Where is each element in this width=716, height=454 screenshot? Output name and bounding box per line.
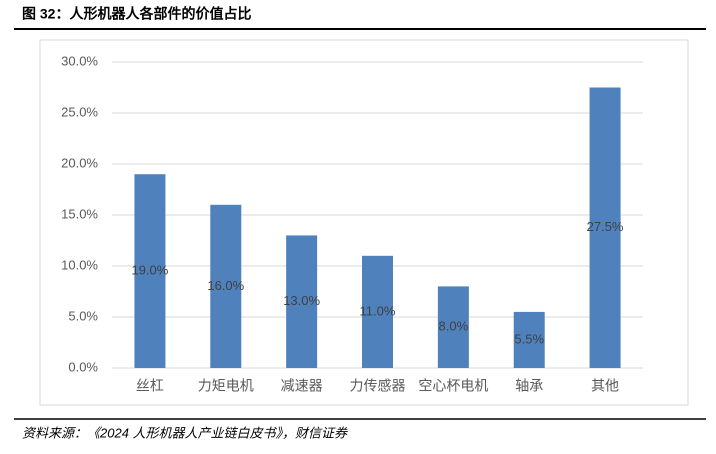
x-tick-label: 力矩电机: [198, 378, 254, 394]
data-label: 13.0%: [283, 293, 320, 308]
data-label: 19.0%: [131, 263, 168, 278]
chart-title: 图 32：人形机器人各部件的价值占比: [22, 6, 251, 22]
source-note: 资料来源：《2024 人形机器人产业链白皮书》，财信证券: [22, 425, 348, 440]
y-tick-label: 15.0%: [61, 206, 98, 221]
y-tick-label: 5.0%: [68, 308, 98, 323]
chart-frame: [39, 39, 689, 406]
data-label: 5.5%: [514, 331, 544, 346]
bar: [286, 235, 318, 368]
bar: [589, 87, 621, 368]
y-tick-label: 30.0%: [61, 53, 98, 68]
bar: [134, 174, 166, 368]
y-tick-label: 10.0%: [61, 257, 98, 272]
bar: [513, 311, 545, 368]
bar: [362, 255, 393, 368]
y-tick-label: 20.0%: [61, 155, 98, 170]
data-label: 8.0%: [439, 319, 469, 334]
x-tick-label: 丝杠: [136, 378, 164, 394]
x-tick-label: 轴承: [515, 378, 543, 394]
bar: [210, 204, 242, 368]
x-tick-label: 力传感器: [350, 378, 406, 394]
data-label: 16.0%: [207, 278, 244, 293]
bar: [437, 286, 469, 368]
y-tick-label: 25.0%: [61, 104, 98, 119]
data-label: 11.0%: [360, 303, 396, 318]
data-label: 27.5%: [587, 219, 624, 234]
x-tick-label: 其他: [591, 378, 619, 394]
x-tick-label: 空心杯电机: [418, 378, 488, 394]
x-tick-label: 减速器: [281, 378, 323, 394]
y-tick-label: 0.0%: [68, 359, 98, 374]
